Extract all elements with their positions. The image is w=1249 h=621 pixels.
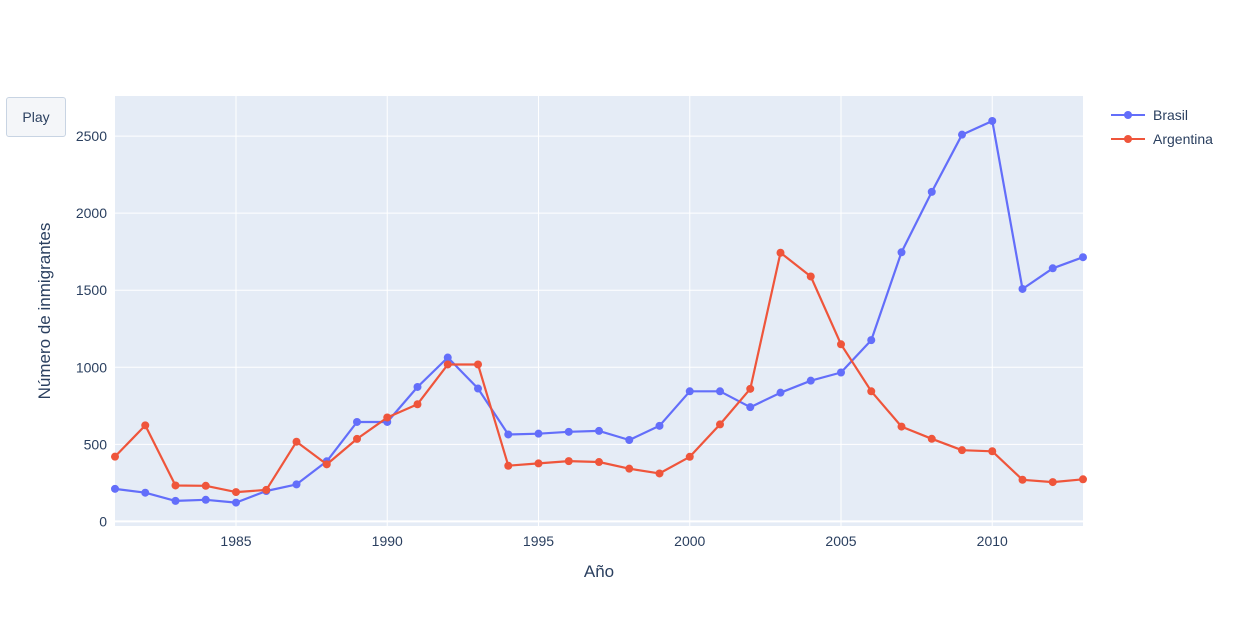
data-point-argentina	[383, 413, 392, 422]
data-point-brasil	[1079, 253, 1087, 262]
plot-background	[115, 96, 1083, 526]
legend-label: Brasil	[1153, 107, 1188, 123]
data-point-brasil	[171, 496, 180, 505]
data-point-brasil	[837, 368, 845, 377]
data-point-brasil	[534, 429, 543, 438]
data-point-brasil	[655, 421, 664, 430]
data-point-brasil	[443, 353, 452, 362]
data-point-brasil	[867, 336, 876, 345]
data-point-argentina	[504, 461, 513, 470]
y-tick-label: 1000	[76, 359, 107, 375]
data-point-brasil	[958, 130, 966, 139]
data-point-brasil	[897, 248, 906, 257]
data-point-brasil	[474, 384, 482, 393]
y-tick-label: 0	[99, 513, 107, 529]
data-point-brasil	[716, 387, 724, 396]
data-point-argentina	[655, 469, 664, 478]
data-point-brasil	[564, 427, 573, 436]
data-point-argentina	[776, 248, 785, 257]
y-axis-title: Número de inmigrantes	[35, 223, 54, 400]
data-point-brasil	[625, 436, 634, 444]
data-point-brasil	[141, 488, 150, 497]
y-axis-ticks: 0 500 1000 1500 2000 2500	[76, 128, 107, 529]
data-point-argentina	[141, 421, 150, 430]
data-point-argentina	[806, 272, 815, 281]
x-tick-label: 2010	[977, 533, 1008, 549]
data-point-argentina	[171, 481, 180, 490]
data-point-argentina	[716, 420, 724, 429]
legend-item-brasil[interactable]: Brasil	[1111, 107, 1188, 123]
x-tick-label: 2005	[825, 533, 856, 549]
play-button[interactable]: Play	[6, 97, 66, 137]
y-tick-label: 1500	[76, 282, 107, 298]
data-point-brasil	[776, 388, 785, 397]
data-point-argentina	[413, 400, 422, 409]
legend-swatch-marker	[1124, 111, 1132, 119]
data-point-argentina	[292, 437, 301, 446]
legend-label: Argentina	[1153, 131, 1213, 147]
x-axis-ticks: 1985 1990 1995 2000 2005 2010	[220, 533, 1008, 549]
data-point-argentina	[958, 446, 966, 455]
series-argentina	[111, 248, 1087, 497]
data-point-argentina	[746, 384, 755, 393]
y-tick-label: 500	[84, 436, 108, 452]
data-point-argentina	[685, 452, 694, 461]
data-point-argentina	[867, 387, 876, 396]
data-point-brasil	[201, 495, 210, 504]
data-point-argentina	[837, 340, 845, 349]
data-point-argentina	[232, 488, 240, 497]
data-point-brasil	[504, 430, 513, 439]
data-point-brasil	[1048, 264, 1057, 273]
data-point-brasil	[927, 187, 936, 196]
data-point-argentina	[201, 481, 210, 490]
data-point-argentina	[443, 360, 452, 369]
x-tick-label: 2000	[674, 533, 705, 549]
data-point-brasil	[746, 403, 755, 412]
data-point-brasil	[1018, 284, 1027, 293]
data-point-brasil	[988, 116, 997, 125]
data-point-brasil	[292, 480, 301, 489]
data-point-argentina	[988, 447, 997, 456]
data-point-brasil	[232, 498, 240, 507]
x-tick-label: 1990	[372, 533, 403, 549]
data-point-argentina	[1018, 475, 1027, 484]
data-point-brasil	[806, 376, 815, 385]
data-point-brasil	[353, 417, 361, 426]
legend-swatch-marker	[1124, 135, 1132, 143]
data-point-argentina	[262, 485, 271, 494]
grid-lines	[115, 96, 1083, 526]
series-layer	[111, 116, 1087, 507]
data-point-brasil	[595, 426, 603, 435]
data-point-argentina	[534, 459, 543, 468]
legend-item-argentina[interactable]: Argentina	[1111, 131, 1213, 147]
data-point-argentina	[474, 360, 482, 369]
data-point-brasil	[413, 382, 422, 391]
data-point-argentina	[1048, 478, 1057, 487]
data-point-argentina	[625, 464, 634, 473]
data-point-argentina	[111, 452, 119, 461]
data-point-argentina	[927, 434, 936, 443]
data-point-argentina	[564, 457, 573, 466]
data-point-brasil	[111, 484, 119, 493]
data-point-argentina	[1079, 475, 1087, 484]
data-point-brasil	[685, 387, 694, 396]
y-tick-label: 2000	[76, 205, 107, 221]
x-axis-title: Año	[584, 562, 614, 581]
data-point-argentina	[897, 422, 906, 431]
data-point-argentina	[322, 460, 331, 469]
y-tick-label: 2500	[76, 128, 107, 144]
data-point-argentina	[595, 458, 603, 467]
x-tick-label: 1985	[220, 533, 251, 549]
x-tick-label: 1995	[523, 533, 554, 549]
data-point-argentina	[353, 434, 361, 443]
legend: Brasil Argentina	[1111, 107, 1213, 147]
